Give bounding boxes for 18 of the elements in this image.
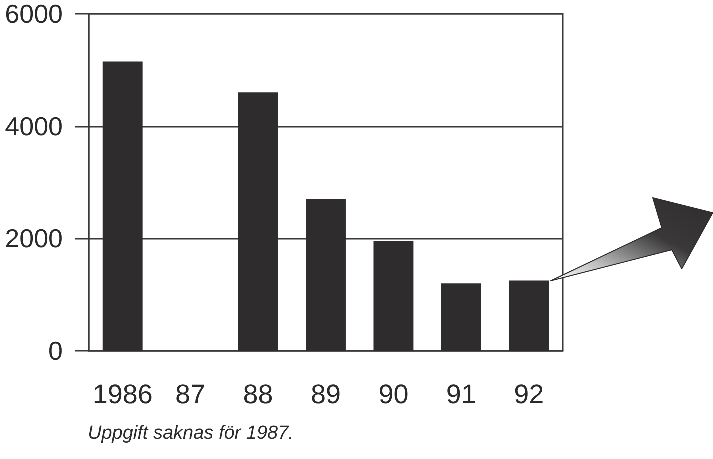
x-tick-label: 87: [176, 380, 206, 410]
bar: [102, 62, 143, 351]
y-tick-label: 6000: [5, 0, 63, 29]
x-tick-label: 91: [446, 380, 476, 410]
x-tick-label: 88: [243, 380, 274, 410]
y-tick-label: 0: [48, 336, 63, 366]
bar: [509, 280, 550, 351]
bar: [238, 92, 278, 351]
bar: [306, 199, 346, 351]
bar: [374, 241, 414, 351]
y-tick-label: 4000: [5, 111, 63, 142]
x-tick-label: 1986: [92, 380, 153, 410]
text: Uppgift saknas för 1987.: [88, 423, 294, 444]
y-tick-label: 2000: [5, 224, 63, 254]
x-tick-label: 89: [310, 380, 342, 410]
x-tick-label: 90: [378, 380, 409, 410]
bar: [441, 284, 482, 351]
x-tick-label: 92: [514, 380, 544, 410]
